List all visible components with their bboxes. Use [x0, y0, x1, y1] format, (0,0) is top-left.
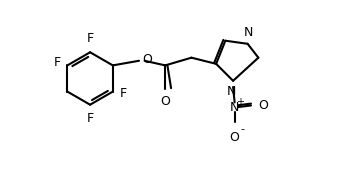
Text: O: O — [230, 131, 240, 144]
Text: N: N — [244, 26, 253, 39]
Text: -: - — [240, 124, 244, 134]
Text: O: O — [143, 53, 153, 66]
Text: N: N — [230, 100, 239, 113]
Text: O: O — [160, 95, 170, 108]
Text: N: N — [227, 85, 236, 98]
Text: F: F — [120, 87, 127, 100]
Text: F: F — [87, 32, 94, 46]
Text: F: F — [53, 56, 61, 69]
Text: +: + — [236, 97, 244, 107]
Text: O: O — [258, 99, 268, 112]
Text: F: F — [87, 112, 94, 126]
